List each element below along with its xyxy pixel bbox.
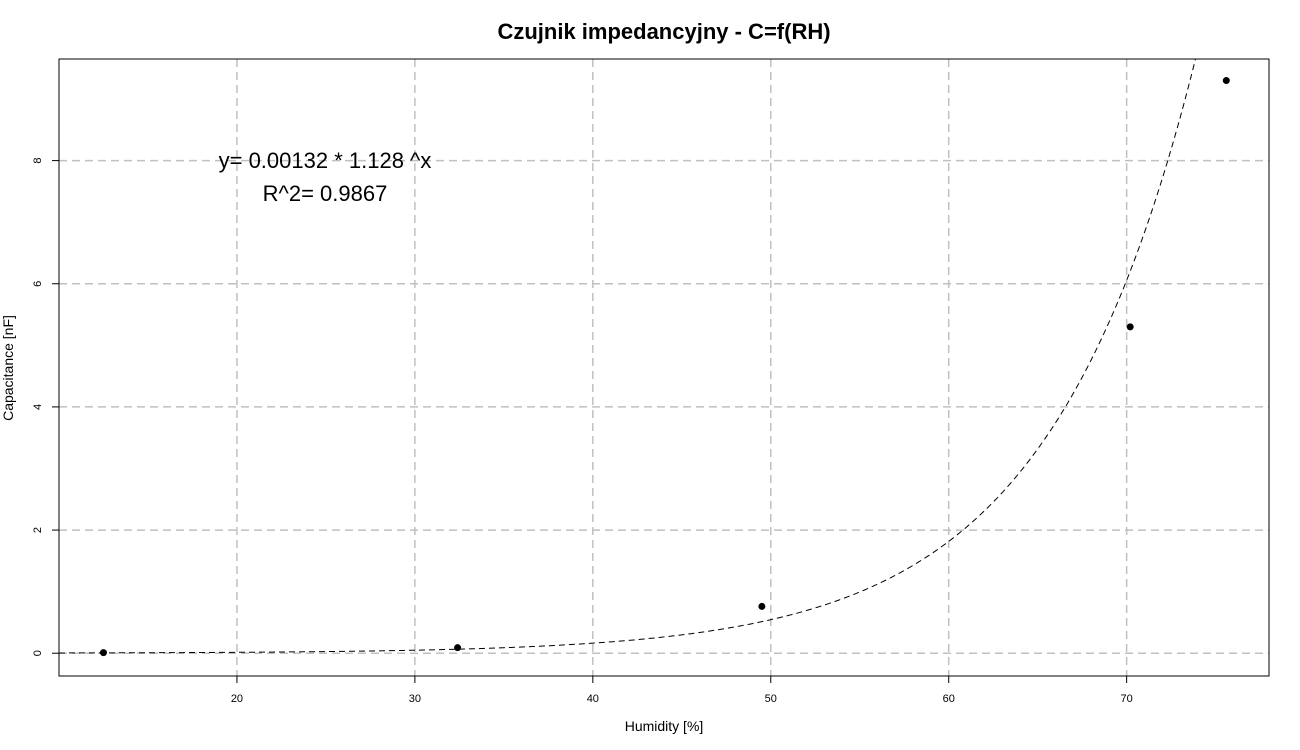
data-point xyxy=(99,649,107,657)
data-point xyxy=(454,644,462,652)
data-point xyxy=(1126,323,1134,331)
plot-frame xyxy=(58,58,1270,677)
y-tick-label: 6 xyxy=(32,281,44,287)
x-tick-label: 50 xyxy=(765,693,777,705)
x-tick-label: 40 xyxy=(587,693,599,705)
r-squared-annotation: R^2= 0.9867 xyxy=(263,181,388,206)
y-tick-label: 2 xyxy=(32,527,44,533)
equation-annotation: y= 0.00132 * 1.128 ^x xyxy=(219,148,432,173)
x-tick-label: 30 xyxy=(409,693,421,705)
x-tick-label: 20 xyxy=(231,693,243,705)
y-tick-label: 8 xyxy=(32,158,44,164)
data-point xyxy=(1222,77,1230,85)
data-point xyxy=(758,602,766,610)
y-tick-label: 0 xyxy=(32,650,44,656)
y-tick-label: 4 xyxy=(32,404,44,410)
chart-title: Czujnik impedancyjny - C=f(RH) xyxy=(497,19,830,44)
ticks-layer: 20 30 40 50 60 70 0 2 4 6 8 xyxy=(32,158,1133,705)
x-tick-label: 60 xyxy=(943,693,955,705)
grid-layer xyxy=(59,59,1269,676)
y-axis-label: Capacitance [nF] xyxy=(0,315,16,421)
x-tick-label: 70 xyxy=(1121,693,1133,705)
x-axis-label: Humidity [%] xyxy=(625,718,704,734)
points-layer xyxy=(99,77,1230,657)
